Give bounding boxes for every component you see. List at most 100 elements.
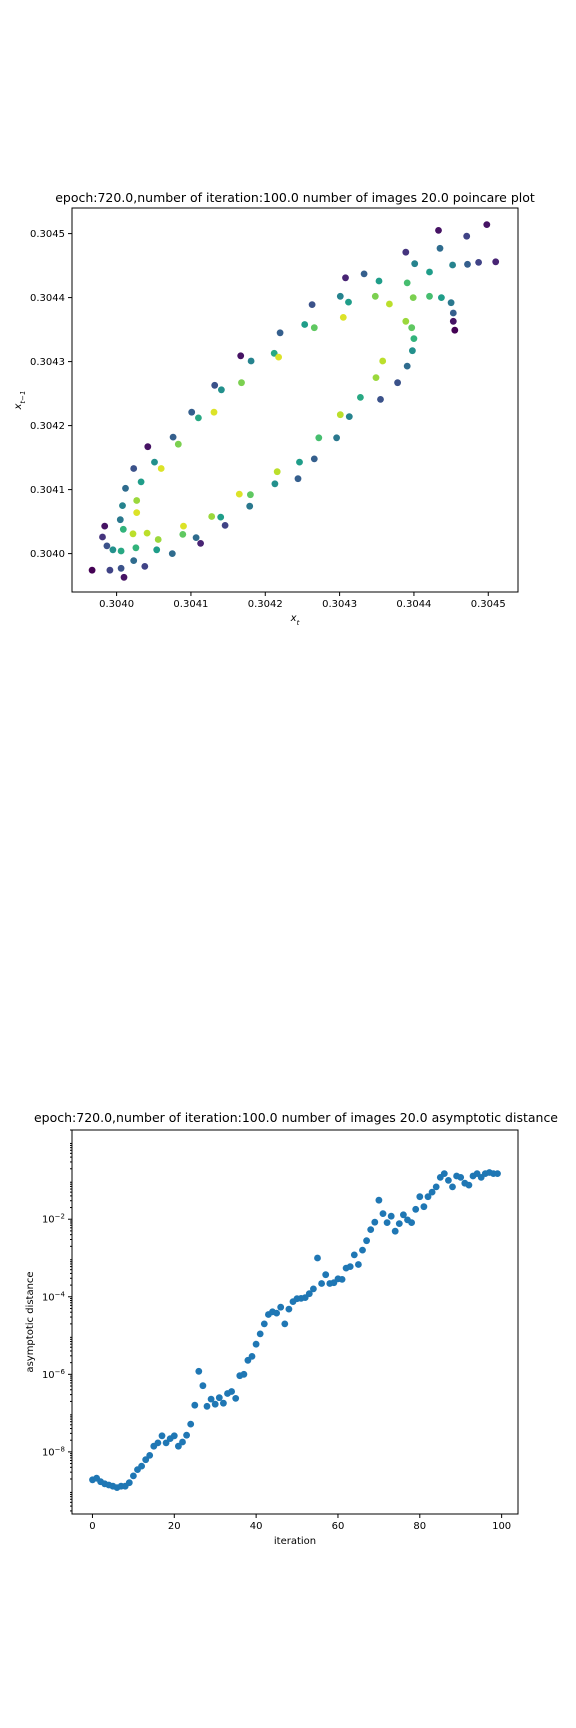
- asymptotic-point: [170, 1432, 178, 1440]
- poincare-point: [402, 317, 410, 325]
- x-tick-label: 0: [89, 1521, 95, 1532]
- y-tick-label: 10−6: [42, 1368, 66, 1381]
- asymptotic-point: [432, 1183, 440, 1191]
- asymptotic-point: [260, 1320, 268, 1328]
- asymptotic-point: [355, 1261, 362, 1268]
- asymptotic-point: [420, 1203, 428, 1211]
- y-tick-label: 0.3045: [30, 229, 65, 240]
- poincare-point: [144, 443, 152, 451]
- poincare-point: [151, 458, 158, 466]
- asymptotic-point: [195, 1367, 203, 1375]
- poincare-point: [188, 408, 196, 416]
- poincare-point: [210, 408, 218, 416]
- poincare-point: [409, 294, 417, 301]
- poincare-point: [132, 544, 140, 552]
- asymptotic-point: [277, 1303, 285, 1311]
- asymptotic-y-ticks: 10−8 10−6 10−4 10−2: [42, 1129, 72, 1512]
- poincare-point: [169, 433, 177, 441]
- poincare-point: [246, 502, 254, 510]
- asymptotic-point: [215, 1394, 223, 1402]
- asymptotic-point: [305, 1290, 313, 1298]
- poincare-point: [99, 533, 106, 541]
- asymptotic-point: [130, 1472, 137, 1480]
- poincare-point: [301, 321, 309, 328]
- asymptotic-point: [346, 1263, 354, 1270]
- poincare-point: [333, 434, 340, 442]
- asymptotic-point: [395, 1220, 403, 1227]
- asymptotic-point: [256, 1330, 264, 1338]
- poincare-x-ticks: 0.3040 0.3041 0.3042 0.3043 0.3044 0.3045: [99, 592, 506, 610]
- poincare-point: [345, 413, 353, 420]
- poincare-point: [308, 301, 316, 308]
- poincare-y-ticks: 0.3040 0.3041 0.3042 0.3043 0.3044 0.3045: [30, 229, 72, 560]
- poincare-point: [117, 564, 125, 572]
- asymptotic-point: [318, 1280, 325, 1287]
- asymptotic-point: [281, 1320, 289, 1328]
- poincare-point: [492, 258, 500, 266]
- poincare-point: [394, 379, 401, 387]
- poincare-point: [117, 547, 125, 555]
- poincare-point: [310, 324, 318, 332]
- poincare-point: [211, 381, 219, 389]
- poincare-point: [103, 542, 111, 550]
- poincare-point: [141, 563, 149, 570]
- poincare-point: [475, 259, 482, 266]
- asymptotic-distance-plot: epoch:720.0,number of iteration:100.0 nu…: [25, 1110, 558, 1547]
- poincare-point: [119, 525, 127, 533]
- poincare-point: [438, 294, 445, 301]
- poincare-point: [449, 317, 457, 325]
- y-tick-label: 10−4: [42, 1290, 66, 1303]
- asymptotic-point: [138, 1462, 146, 1470]
- poincare-point: [436, 244, 444, 252]
- poincare-point: [345, 298, 352, 306]
- asymptotic-point: [175, 1442, 182, 1450]
- poincare-point: [120, 573, 128, 581]
- poincare-point: [403, 362, 411, 370]
- poincare-point: [426, 268, 433, 276]
- x-tick-label: 0.3042: [248, 599, 283, 610]
- poincare-point: [275, 353, 282, 361]
- poincare-point: [447, 299, 455, 307]
- poincare-point: [411, 260, 419, 268]
- poincare-point: [336, 292, 344, 300]
- asymptotic-point: [187, 1420, 195, 1428]
- poincare-point: [360, 270, 368, 278]
- asymptotic-points: [89, 1169, 501, 1491]
- poincare-point: [357, 394, 364, 401]
- asymptotic-x-label: iteration: [274, 1536, 316, 1547]
- poincare-point: [296, 458, 303, 466]
- poincare-point: [130, 557, 138, 564]
- poincare-point: [371, 292, 379, 300]
- poincare-point: [402, 248, 410, 256]
- poincare-point: [130, 465, 138, 472]
- poincare-point: [372, 374, 380, 381]
- poincare-y-label: xt−1: [13, 391, 27, 411]
- poincare-axes-frame: [71, 207, 519, 593]
- poincare-point: [179, 531, 187, 538]
- asymptotic-point: [367, 1226, 375, 1233]
- asymptotic-point: [359, 1246, 366, 1254]
- poincare-point: [451, 326, 459, 334]
- poincare-point: [221, 522, 229, 529]
- poincare-point: [449, 261, 456, 269]
- poincare-point: [315, 434, 323, 442]
- x-tick-label: 0.3040: [99, 599, 134, 610]
- poincare-point: [247, 491, 254, 499]
- asymptotic-axes-frame: [71, 1129, 519, 1515]
- poincare-point: [197, 540, 205, 547]
- poincare-point: [409, 347, 416, 355]
- y-tick-label: 10−8: [42, 1445, 65, 1458]
- poincare-point: [235, 490, 243, 498]
- poincare-point: [310, 455, 318, 463]
- asymptotic-point: [310, 1285, 317, 1293]
- poincare-point: [153, 546, 161, 554]
- poincare-plot: epoch:720.0,number of iteration:100.0 nu…: [13, 190, 535, 627]
- poincare-point: [247, 357, 255, 365]
- poincare-point: [464, 260, 471, 268]
- poincare-point: [403, 279, 411, 287]
- poincare-point: [143, 529, 151, 537]
- asymptotic-point: [416, 1193, 424, 1201]
- asymptotic-point: [142, 1456, 150, 1464]
- asymptotic-point: [203, 1402, 211, 1410]
- asymptotic-point: [412, 1205, 420, 1213]
